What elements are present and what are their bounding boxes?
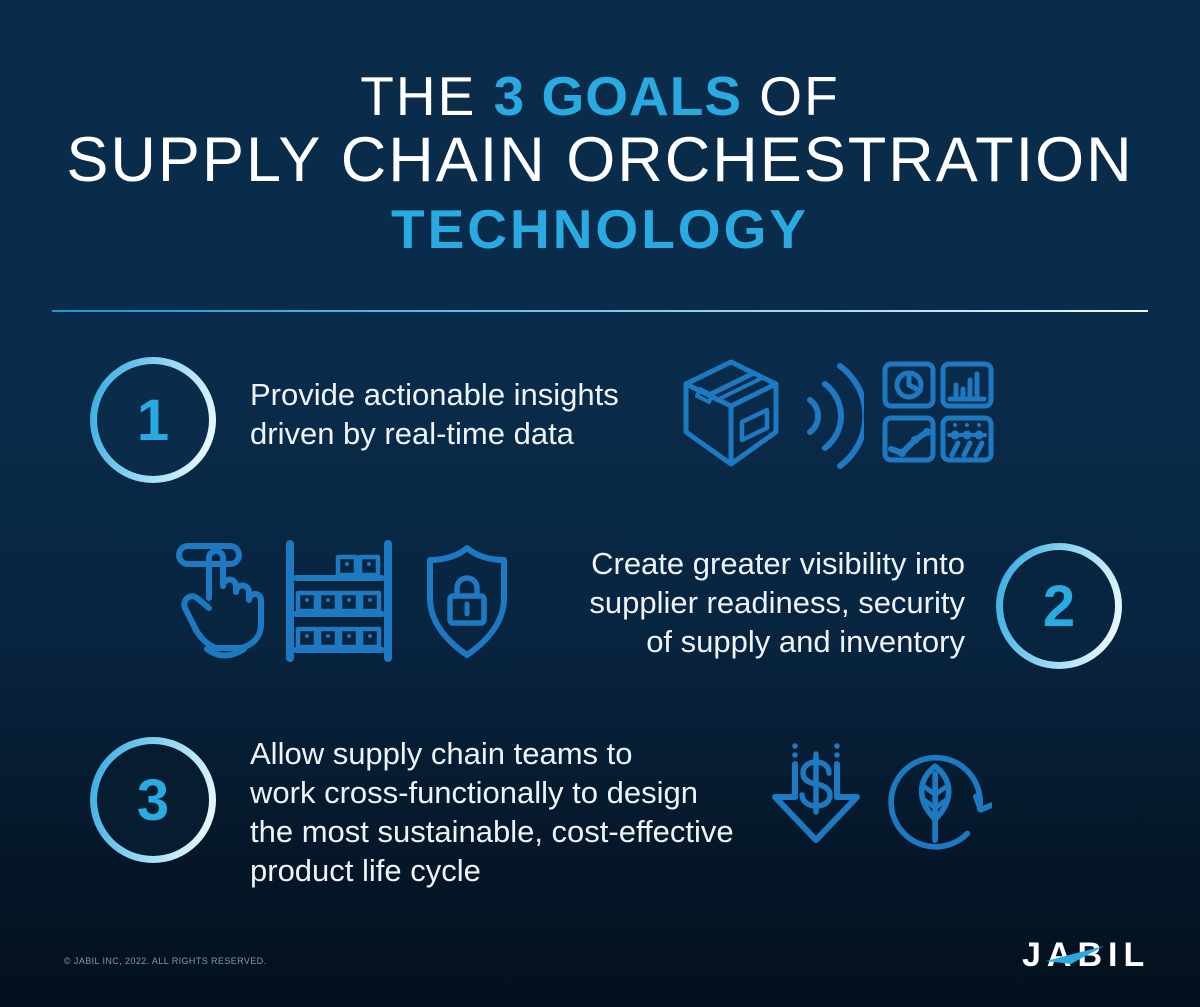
goal-1-number: 1 <box>136 387 170 453</box>
goal-2-text-line-2: supplier readiness, security <box>589 585 965 620</box>
goal-1-number-inner: 1 <box>97 364 209 476</box>
warehouse-rack-icon <box>286 540 392 662</box>
goal-2-number-circle: 2 <box>996 543 1122 669</box>
title-line-3: TECHNOLOGY <box>390 198 810 260</box>
jabil-logo: JABIL <box>1022 936 1162 978</box>
title-line-2: SUPPLY CHAIN ORCHESTRATION <box>66 125 1134 195</box>
goal-2-text: Create greater visibility into supplier … <box>545 544 965 661</box>
header-divider <box>52 310 1148 312</box>
goal-3-text-line-2: work cross-functionally to design <box>250 775 698 810</box>
leaf-cycle-icon <box>888 754 992 850</box>
cost-down-arrow-icon <box>772 743 860 843</box>
analytics-grid-icon <box>882 361 994 463</box>
goal-2-text-line-1: Create greater visibility into <box>591 546 965 581</box>
goal-1-number-circle: 1 <box>90 357 216 483</box>
goal-3-number-inner: 3 <box>97 744 209 856</box>
goal-3-text-line-1: Allow supply chain teams to <box>250 736 633 771</box>
title-line-1: THE 3 GOALS OF <box>0 64 1200 128</box>
goal-2-number-inner: 2 <box>1003 550 1115 662</box>
signal-waves-icon <box>807 363 864 469</box>
jabil-logo-swoosh-icon <box>1046 946 1104 964</box>
touch-press-icon <box>176 543 264 659</box>
goal-3-number: 3 <box>136 767 170 833</box>
copyright-text: © JABIL INC, 2022. ALL RIGHTS RESERVED. <box>64 956 267 966</box>
shield-lock-icon <box>427 545 507 658</box>
goal-2-text-line-3: of supply and inventory <box>646 624 965 659</box>
goal-1-text: Provide actionable insights driven by re… <box>250 375 619 453</box>
goal-3-text-line-3: the most sustainable, cost-effective <box>250 814 734 849</box>
goal-1-text-line-2: driven by real-time data <box>250 416 574 451</box>
title-line-1-post: OF <box>742 65 840 127</box>
goal-3-number-circle: 3 <box>90 737 216 863</box>
title-line-1-highlight: 3 GOALS <box>493 65 743 127</box>
package-box-icon <box>683 359 779 467</box>
goal-3-text: Allow supply chain teams to work cross-f… <box>250 734 734 890</box>
goal-1-text-line-1: Provide actionable insights <box>250 377 619 412</box>
goal-2-number: 2 <box>1042 573 1076 639</box>
title-line-1-pre: THE <box>360 65 494 127</box>
goal-3-text-line-4: product life cycle <box>250 853 481 888</box>
